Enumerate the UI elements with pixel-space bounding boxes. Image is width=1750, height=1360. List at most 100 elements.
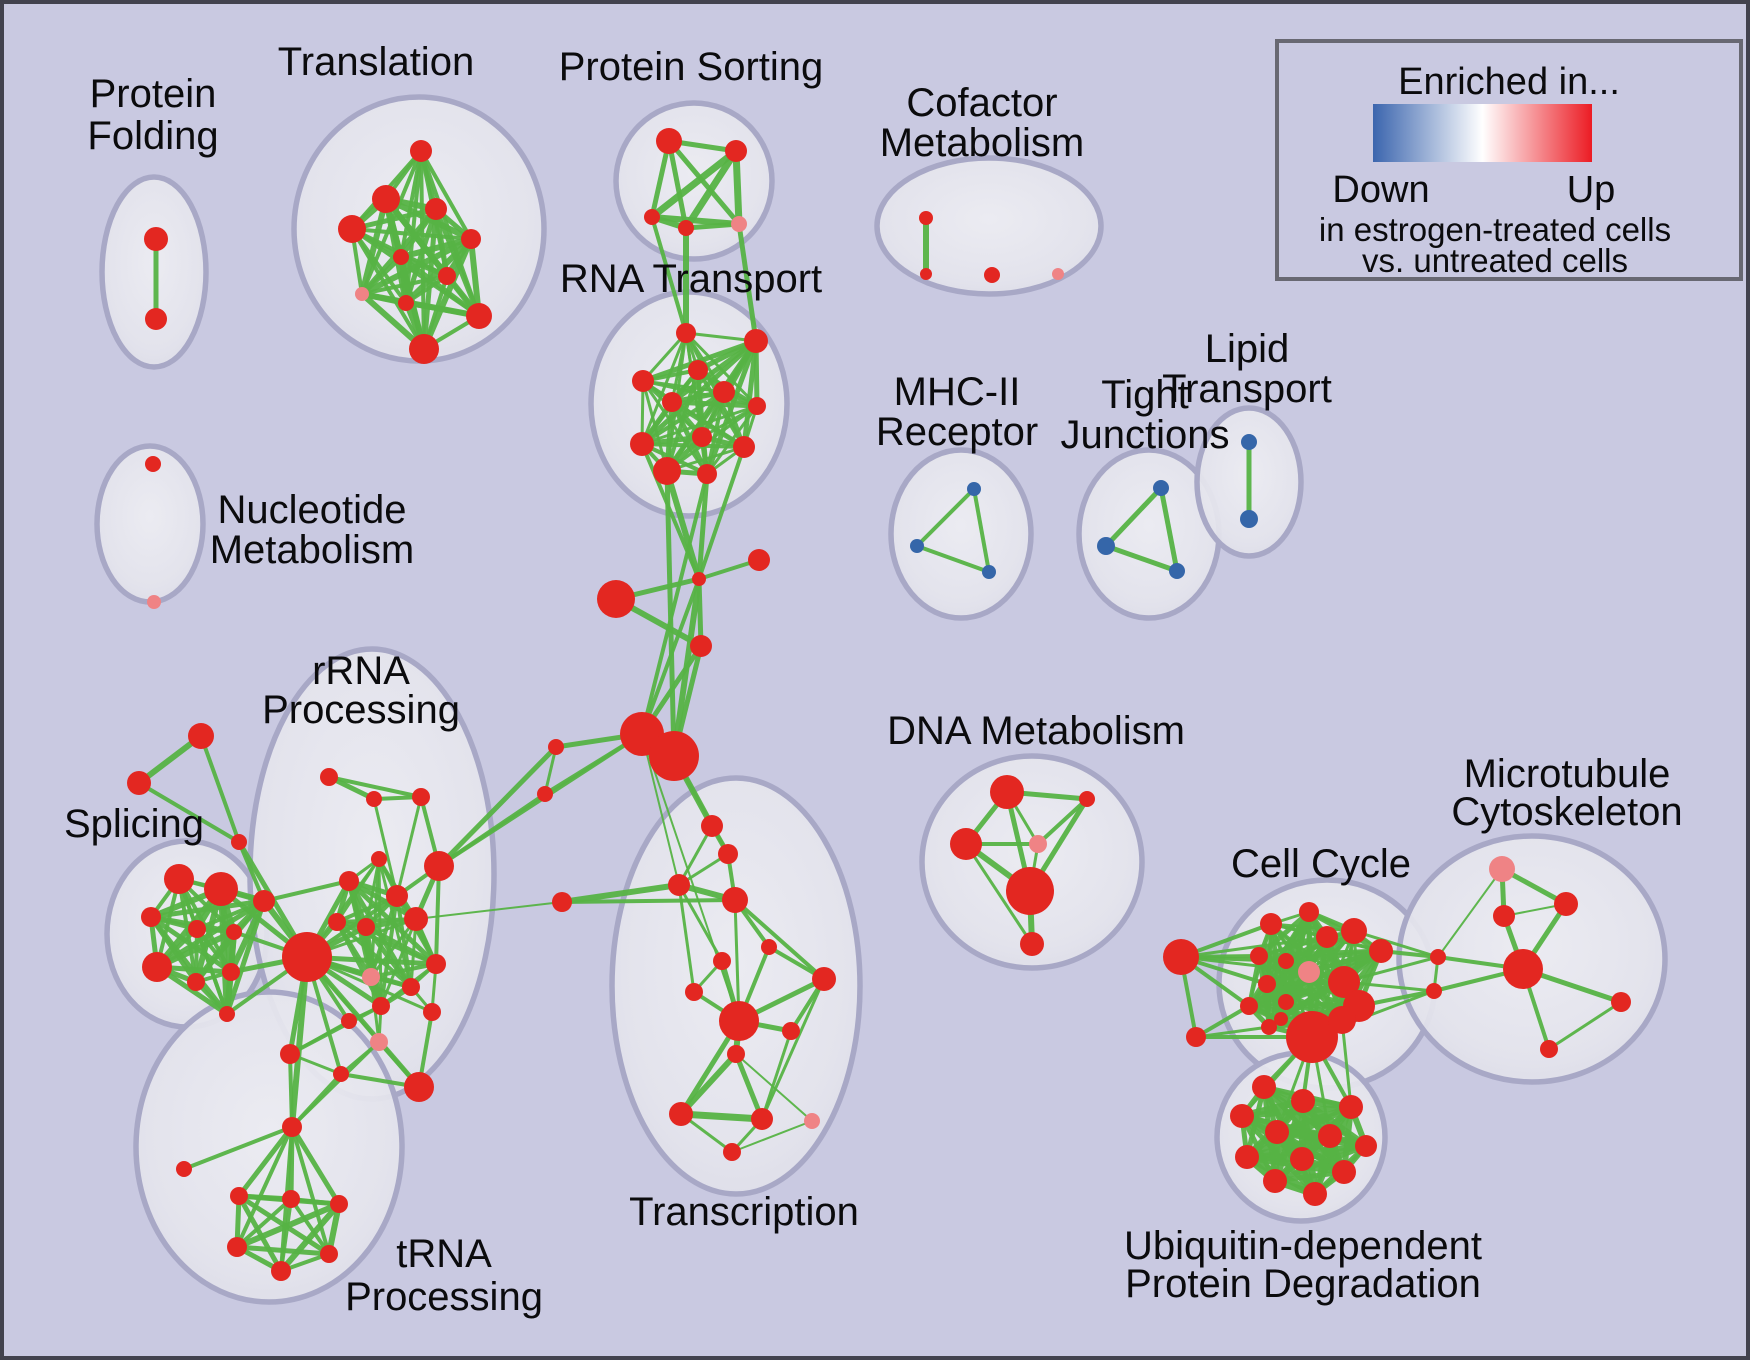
conn-nodes <box>537 549 770 802</box>
lipid-node-1 <box>1240 510 1258 528</box>
edge <box>278 1202 342 1273</box>
transcription-node-10 <box>727 1045 745 1063</box>
rrna-node-13 <box>402 978 420 996</box>
conn-node-2 <box>597 580 635 618</box>
link-edge <box>640 443 701 580</box>
tight-edges <box>1104 486 1180 574</box>
edge <box>642 379 758 408</box>
dna-node-1 <box>1079 791 1095 807</box>
transcription-node-1 <box>718 844 738 864</box>
edge <box>705 391 726 475</box>
dna-nodes <box>950 775 1095 956</box>
edge <box>733 898 826 981</box>
transcription-nodes <box>552 815 836 1161</box>
edge <box>1257 910 1311 958</box>
edge <box>235 1126 294 1248</box>
splicing-node-8 <box>219 1006 235 1022</box>
edge <box>972 488 991 573</box>
rrna-node-2 <box>412 788 430 806</box>
link-edge <box>696 473 710 580</box>
translation-node-0 <box>410 140 432 162</box>
edge <box>916 544 990 574</box>
cc-node-2 <box>1316 926 1338 948</box>
link-edge <box>263 879 350 903</box>
transcription-node-0 <box>701 815 723 837</box>
rrna-node-0 <box>320 768 338 786</box>
transcription-node-3 <box>722 887 748 913</box>
rrna-node-15 <box>341 1013 357 1029</box>
link-edge <box>415 901 563 920</box>
nuc-label: Nucleotide Metabolism <box>210 488 415 572</box>
transcription-node-14 <box>723 1143 741 1161</box>
cc-node-4 <box>1369 939 1393 963</box>
translation-node-9 <box>466 303 492 329</box>
stri-node-2 <box>231 834 247 850</box>
cc-edges <box>1179 909 1384 1040</box>
translation-node-5 <box>393 249 409 265</box>
rnat-nodes <box>630 323 768 485</box>
edge <box>351 227 472 241</box>
cc-node-5 <box>1250 947 1268 965</box>
rnat-node-9 <box>733 436 755 458</box>
edge <box>731 1120 813 1153</box>
ps-node-4 <box>731 216 747 232</box>
rrna-node-17 <box>370 1033 388 1051</box>
edge <box>964 843 1034 945</box>
trna-node-7 <box>271 1261 291 1281</box>
rrna-node-6 <box>424 851 454 881</box>
transcription-node-15 <box>552 892 572 912</box>
link-edge <box>437 745 558 868</box>
edge <box>137 781 241 844</box>
edge <box>336 917 417 924</box>
edge <box>1285 948 1382 964</box>
cc-label: Cell Cycle <box>1231 842 1411 886</box>
trna-node-1 <box>176 1161 192 1177</box>
cofactor-node-1 <box>920 268 932 280</box>
ub-node-10 <box>1263 1169 1287 1193</box>
rrna-label: rRNA Processing <box>262 649 460 732</box>
link-edge <box>1340 1019 1353 1108</box>
rrna-node-5 <box>386 885 408 907</box>
rrna-node-14 <box>372 997 390 1015</box>
splicing-node-7 <box>222 963 240 981</box>
transcription-node-6 <box>812 967 836 991</box>
rnat-node-0 <box>676 323 696 343</box>
legend-up-label: Up <box>1567 169 1616 211</box>
transcription-node-7 <box>685 983 703 1001</box>
legend-box <box>1275 39 1743 281</box>
link-edge <box>664 470 702 580</box>
rrna-node-20 <box>404 1072 434 1102</box>
edge <box>370 962 437 979</box>
legend-down-label: Down <box>1332 169 1429 211</box>
cc-node-8 <box>1258 975 1276 993</box>
rrna-node-10 <box>282 932 332 982</box>
edge <box>705 405 759 475</box>
rnat-node-2 <box>688 360 708 380</box>
cc-node-3 <box>1341 918 1367 944</box>
cofactor-node-3 <box>1052 268 1064 280</box>
edge <box>1180 935 1328 959</box>
edge <box>361 274 448 296</box>
edge <box>359 198 389 295</box>
link-edge <box>697 446 746 580</box>
dna-node-5 <box>1020 932 1044 956</box>
trna-node-6 <box>320 1245 338 1263</box>
conn-node-3 <box>690 635 712 657</box>
mt-node-2 <box>1493 905 1515 927</box>
edge <box>1180 955 1310 974</box>
ps-node-3 <box>678 220 694 236</box>
link-edge <box>650 216 688 334</box>
edge <box>289 1125 342 1206</box>
cofactor-node-2 <box>984 267 1000 283</box>
conn-node-0 <box>692 572 706 586</box>
edge <box>237 1125 294 1198</box>
transcription-node-2 <box>668 874 690 896</box>
splicing-node-0 <box>164 864 194 894</box>
edge <box>236 1194 284 1273</box>
transcription-node-13 <box>804 1113 820 1129</box>
lipid-node-0 <box>1241 434 1257 450</box>
edge <box>733 899 741 1022</box>
ub-node-7 <box>1235 1145 1259 1169</box>
link-edge <box>1343 955 1439 984</box>
